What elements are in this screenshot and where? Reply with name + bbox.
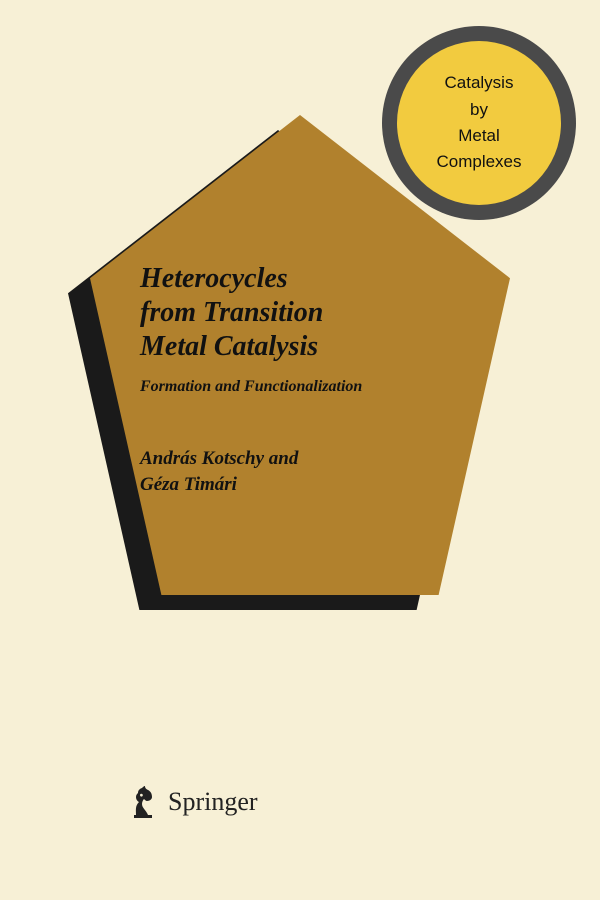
author-line-2: Géza Timári (140, 474, 237, 495)
series-badge-inner: Catalysis by Metal Complexes (397, 41, 561, 205)
chess-knight-icon (128, 784, 158, 820)
book-authors: András Kotschy and Géza Timári (140, 446, 480, 497)
publisher-name: Springer (168, 787, 258, 817)
book-subtitle: Formation and Functionalization (140, 378, 480, 396)
title-line-1: Heterocycles (140, 263, 288, 294)
publisher-block: Springer (128, 784, 258, 820)
series-badge: Catalysis by Metal Complexes (382, 26, 576, 220)
title-line-3: Metal Catalysis (140, 331, 318, 362)
series-badge-text: Catalysis by Metal Complexes (436, 70, 521, 175)
title-line-2: from Transition (140, 297, 323, 328)
book-title: Heterocycles from Transition Metal Catal… (140, 262, 480, 364)
badge-line-3: Metal (458, 126, 500, 145)
author-line-1: András Kotschy and (140, 448, 298, 469)
badge-line-1: Catalysis (445, 73, 514, 92)
cover-text-block: Heterocycles from Transition Metal Catal… (140, 262, 480, 498)
badge-line-2: by (470, 100, 488, 119)
badge-line-4: Complexes (436, 152, 521, 171)
